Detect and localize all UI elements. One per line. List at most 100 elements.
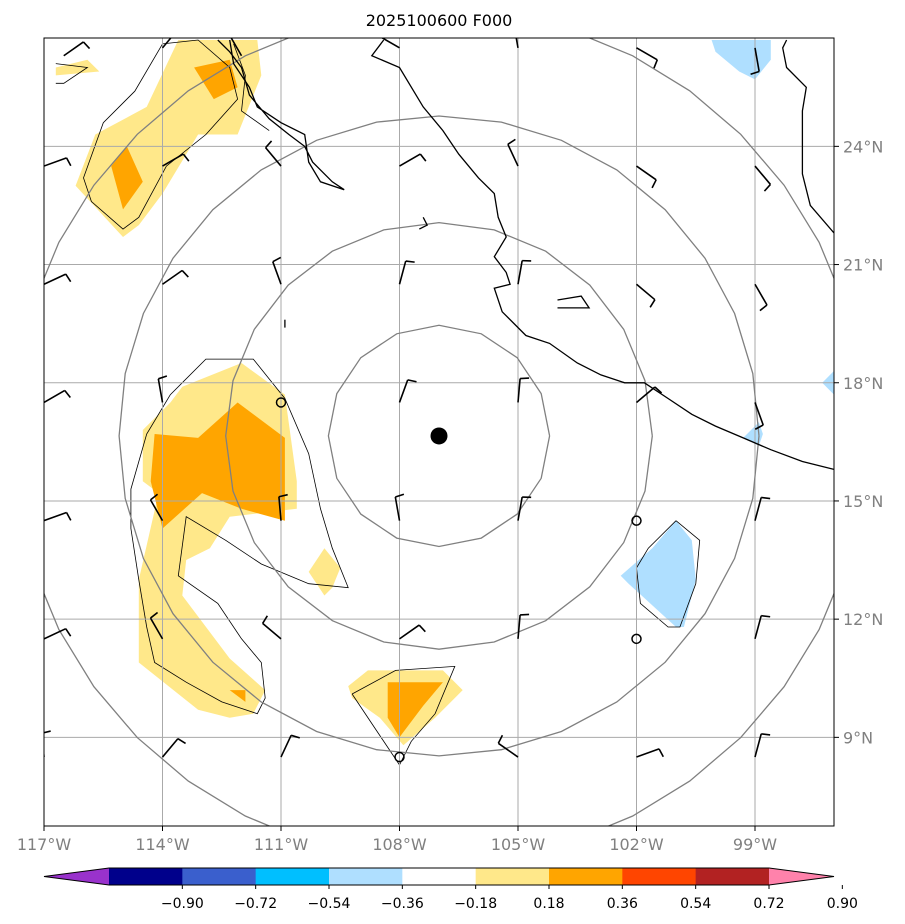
lat-tick-label: 21°N [843,256,883,275]
lon-tick-label: 105°W [491,835,546,854]
colorbar-tick-label: −0.90 [161,896,204,912]
wind-barb-shaft [161,738,179,758]
coastline-layer [217,39,834,471]
wind-barb-shaft [157,378,164,403]
wind-barb-shaft [399,153,421,167]
colorbar-segment [109,868,183,885]
storm-center-layer [430,427,448,445]
wind-barb-shaft [161,38,172,49]
lon-tick-label: 111°W [254,835,309,854]
lon-tick-label: 99°W [733,835,777,854]
calm-wind-circle [394,751,405,763]
wind-barb-shaft [272,261,282,285]
wind-barb-flag [290,734,300,739]
colorbar-tick-label: 0.72 [753,896,784,912]
colorbar-extend-min [44,868,109,885]
wind-barb-flag [65,273,72,283]
contour-line [351,665,456,766]
wind-barb-shaft [44,627,67,640]
contour-line [83,39,239,230]
wind-barb-shaft [636,165,657,181]
shaded-region [194,59,238,100]
wind-barb-flag [761,496,771,500]
calm-wind-circle [275,397,287,408]
wind-barb-flag [395,493,405,498]
range-ring-layer [44,38,834,826]
wind-barb-flag [750,70,760,76]
coastline [557,295,591,309]
contour-line [55,63,89,84]
wind-barb-flag [82,41,91,50]
wind-barb-shaft [515,38,519,48]
colorbar-tick-label: −0.36 [381,896,424,912]
wind-barb-shaft [44,511,67,522]
shaded-region [620,520,696,627]
longitude-axis: 117°W 114°W 111°W 108°W 105°W 102°W 99°W [17,826,777,854]
shaded-region [150,402,285,529]
colorbar-segment [182,868,257,885]
colorbar-tick-label: 0.36 [607,896,638,912]
wind-barb-flag [658,748,665,758]
wind-barb-flag [65,157,72,167]
wind-barb-shaft [44,273,67,285]
colorbar-tick-label: −0.72 [234,896,277,912]
wind-barb-flag [507,138,516,145]
wind-barb-flag [405,260,415,263]
wind-barb-flag [407,379,417,383]
wind-barb-shaft [162,153,184,167]
colorbar-tick-label: 0.18 [533,896,564,912]
colorbar-tick-label: 0.90 [827,896,858,912]
wind-barb-shaft [394,496,401,521]
wind-barb-shaft [280,734,292,758]
shaded-region [55,59,100,76]
wind-barb-shaft [517,496,523,521]
lat-tick-label: 18°N [843,374,883,393]
wind-barb-flag [65,512,72,521]
lat-tick-label: 12°N [843,610,883,629]
range-ring [118,115,760,757]
lon-tick-label: 108°W [372,835,427,854]
colorbar-tick-label: 0.54 [680,896,711,912]
colorbar-outline [43,867,835,886]
wind-barb-flag [181,269,189,278]
range-ring [44,38,834,826]
shaded-region [229,690,246,702]
wind-barb-shaft [44,389,66,404]
wind-barb-shaft [754,733,762,758]
wind-barb-shaft [149,499,164,522]
wind-barb-shaft [264,147,282,167]
wind-barb-flag [177,737,186,745]
wind-barb-flag [150,611,159,619]
wind-barb-shaft [636,748,660,758]
wind-barb-shaft [149,617,164,640]
shaded-region [711,40,771,80]
wind-barb-shaft [754,497,762,521]
calm-wind-circle [631,515,642,526]
shaded-region [75,40,262,237]
wind-barb-shaft [517,614,521,639]
wind-barb-flag [754,424,764,430]
range-ring [327,324,551,548]
coastline [217,39,345,191]
shaded-region [308,548,341,596]
colorbar-segment [695,868,770,885]
wind-barb-flag [264,140,273,149]
wind-barb-flag [759,304,768,312]
lon-tick-label: 114°W [135,835,190,854]
wind-barb-flag [419,153,427,162]
wind-barb-flag [44,730,51,734]
wind-barb-shaft [754,47,760,72]
colorbar-segment [329,868,403,885]
wind-barb-shaft [63,41,84,57]
wind-barb-shaft [262,622,282,640]
colorbar-tick-label: −0.18 [454,896,497,912]
lat-tick-label: 15°N [843,492,883,511]
wind-barb-shaft [162,269,183,285]
wind-barb-flag [230,29,237,35]
wind-barb-flag [261,615,269,624]
wind-barb-shaft [754,615,762,640]
map-frame [43,37,835,827]
latitude-axis: 24°N 21°N 18°N 15°N 12°N 9°N [834,137,883,747]
wind-barb-flag [654,386,663,394]
